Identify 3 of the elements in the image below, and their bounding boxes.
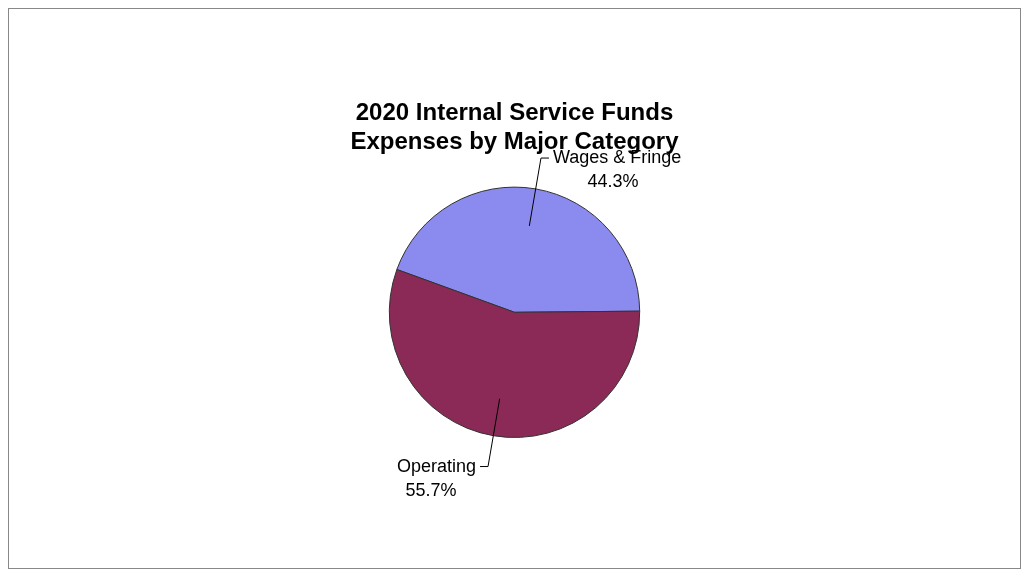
data-label: 44.3%	[587, 171, 639, 192]
data-label: 55.7%	[405, 479, 457, 500]
slice-label: Operating	[396, 455, 477, 476]
